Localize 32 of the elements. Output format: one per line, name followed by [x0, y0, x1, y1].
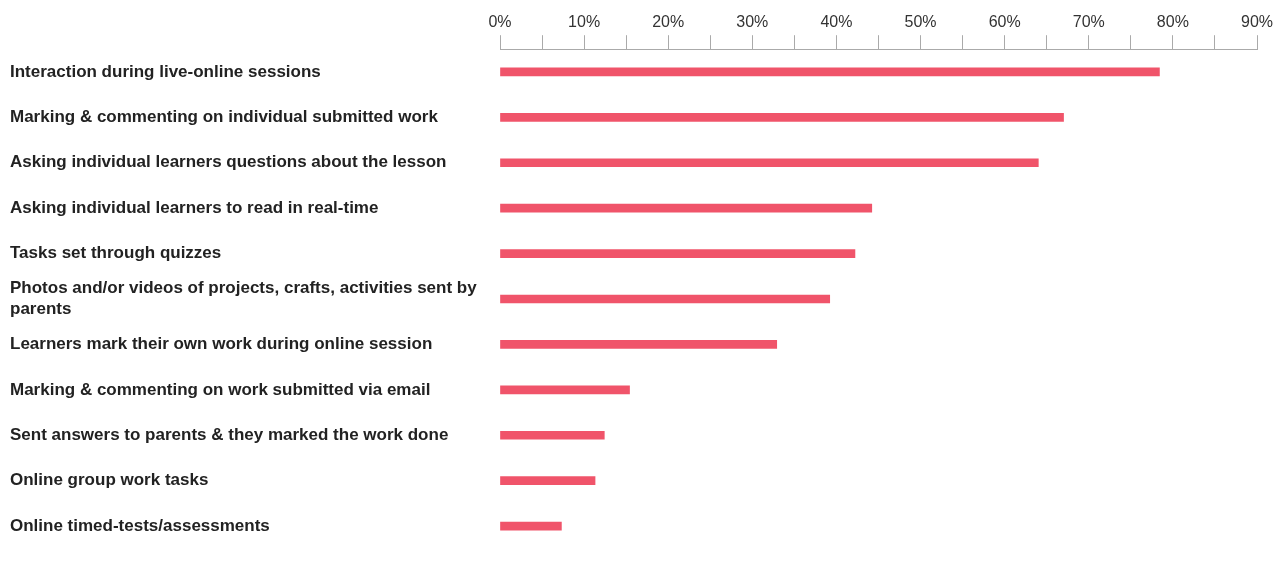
x-tick-label: 20%: [652, 13, 685, 31]
x-tick-label: 80%: [1156, 13, 1189, 31]
x-tick-label: 0%: [488, 13, 512, 31]
y-tick-label: Marking & commenting on work submitted via email: [10, 379, 431, 399]
x-tick-label: 10%: [568, 13, 601, 31]
x-tick-label: 30%: [736, 13, 769, 31]
bar: [500, 340, 778, 349]
bar: [500, 158, 1039, 168]
y-tick-label: Asking individual learners questions about the lesson: [10, 152, 447, 172]
bar: [500, 203, 873, 213]
y-tick-label: Learners mark their own work during online session: [10, 334, 433, 354]
x-tick-label: 50%: [904, 13, 937, 31]
y-tick-label: Online group work tasks: [10, 470, 209, 490]
y-tick-label: Marking & commenting on individual submitted work: [10, 107, 439, 127]
y-tick-label: Interaction during live-online sessions: [10, 61, 321, 81]
y-tick-label: Photos and/or videos of projects, crafts, activities sent by parents: [10, 278, 478, 318]
bar: [500, 385, 630, 395]
x-tick-label: 40%: [820, 13, 853, 31]
y-tick-label: Online timed-tests/assessments: [10, 515, 270, 535]
bar: [500, 294, 831, 304]
y-tick-label: Asking individual learners to read in real-time: [10, 197, 379, 217]
y-tick-label: Sent answers to parents & they marked the work done: [10, 424, 449, 444]
bar: [500, 521, 562, 531]
bar: [500, 249, 856, 258]
x-tick-label: 60%: [988, 13, 1021, 31]
y-tick-label: Tasks set through quizzes: [10, 243, 222, 263]
bar: [500, 113, 1064, 122]
bar: [500, 476, 596, 485]
x-tick-label: 90%: [1240, 13, 1274, 31]
x-tick-label: 70%: [1072, 13, 1105, 31]
bar: [500, 430, 605, 440]
bar: [500, 67, 1160, 77]
